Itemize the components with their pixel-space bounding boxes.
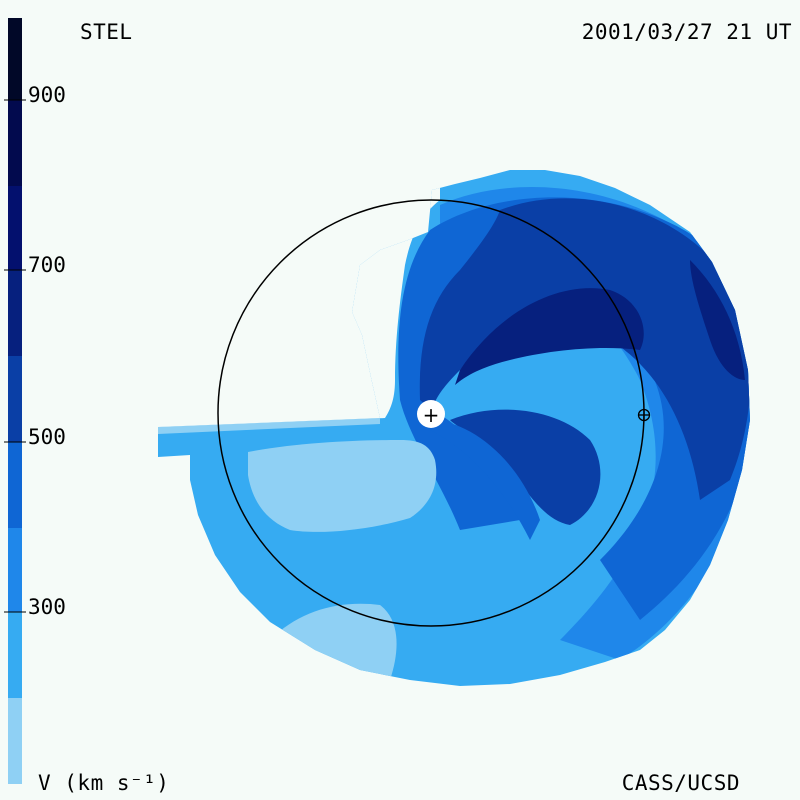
timestamp: 2001/03/27 21 UT xyxy=(581,20,792,44)
earth-marker xyxy=(637,408,651,422)
colorbar-band-200 xyxy=(8,612,22,698)
region-100 xyxy=(248,440,437,532)
colorbar-tick-label: 700 xyxy=(28,253,66,277)
region-600 xyxy=(455,288,644,385)
colorbar-band-600 xyxy=(8,270,22,356)
region-500-inner xyxy=(450,409,601,525)
colorbar-band-300 xyxy=(8,528,22,612)
region-400-inner xyxy=(430,420,540,540)
sun-disk xyxy=(417,400,445,428)
colorbar-band-700 xyxy=(8,186,22,270)
sun-symbol: + xyxy=(423,403,440,427)
source-label: STEL xyxy=(80,20,133,44)
region-500 xyxy=(419,198,750,500)
colorbar-band-800 xyxy=(8,100,22,186)
sun-marker: + xyxy=(417,400,445,428)
colorbar-tick-label: 500 xyxy=(28,425,66,449)
colorbar-tick-label: 300 xyxy=(28,595,66,619)
region-100-south xyxy=(270,603,397,680)
colorbar-band-900 xyxy=(8,18,22,100)
credit-label: CASS/UCSD xyxy=(621,771,740,795)
colorbar-band-100 xyxy=(8,698,22,784)
colorbar: 900 700 500 300 xyxy=(4,18,66,784)
colorbar-tick-label: 900 xyxy=(28,83,66,107)
colorbar-label: V (km s⁻¹) xyxy=(38,771,170,795)
colorbar-band-500 xyxy=(8,356,22,442)
region-600-rim xyxy=(690,260,745,380)
velocity-disk xyxy=(158,170,750,686)
colorbar-band-400 xyxy=(8,442,22,528)
streak-west xyxy=(158,418,380,434)
